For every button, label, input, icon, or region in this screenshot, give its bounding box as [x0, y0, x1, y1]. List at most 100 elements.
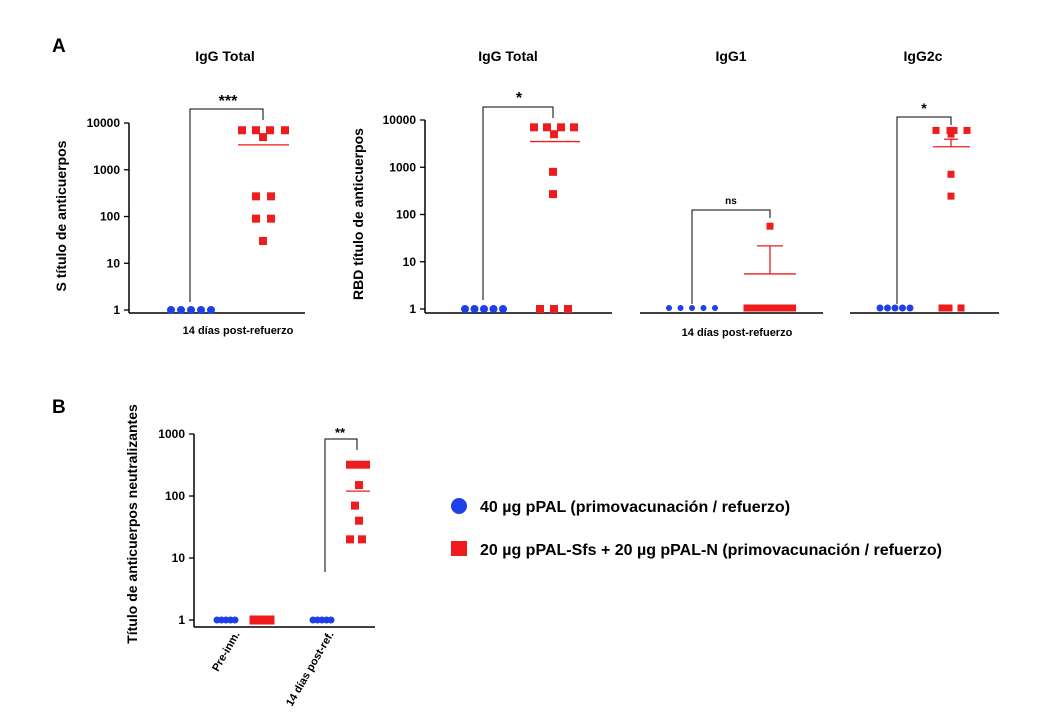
data-point	[187, 306, 195, 314]
data-point	[267, 214, 275, 223]
data-point	[177, 306, 185, 314]
significance-bracket	[896, 116, 952, 304]
panel-a1-title: IgG Total	[195, 48, 255, 64]
data-point	[677, 305, 684, 311]
y-tick-label: 10	[107, 256, 121, 270]
data-point	[351, 501, 359, 510]
data-point	[550, 130, 558, 139]
data-point	[355, 516, 363, 525]
data-point	[461, 305, 469, 313]
data-point	[766, 222, 774, 230]
data-point	[354, 460, 362, 469]
significance-label: *	[921, 100, 927, 116]
data-point	[945, 304, 953, 312]
data-point	[197, 306, 205, 314]
data-point	[700, 305, 707, 311]
data-point	[557, 123, 565, 132]
data-point	[543, 123, 551, 132]
data-point	[362, 460, 370, 469]
y-tick-label: 100	[396, 208, 416, 222]
y-tick-label: 10	[403, 255, 417, 269]
data-point	[252, 192, 260, 201]
panel-a3-a4-xlabel: 14 días post-refuerzo	[682, 327, 793, 339]
data-point	[252, 126, 260, 135]
data-point	[570, 123, 578, 132]
data-point	[776, 304, 783, 312]
data-point	[549, 167, 557, 176]
data-point	[530, 123, 538, 132]
data-point	[899, 304, 906, 312]
panel-a1-ylabel: S título de anticuerpos	[53, 140, 69, 291]
y-tick-label: 1	[113, 303, 120, 317]
data-point	[750, 304, 757, 312]
legend-label: 20 µg pPAL-Sfs + 20 µg pPAL-N (primovacu…	[480, 542, 942, 559]
data-point	[489, 305, 498, 313]
legend-marker-square	[451, 541, 467, 556]
significance-bracket	[324, 438, 358, 572]
data-point	[480, 305, 488, 313]
data-point	[947, 130, 955, 138]
data-point	[712, 305, 718, 311]
panel-a1-xlabel: 14 días post-refuerzo	[183, 325, 294, 337]
data-point	[346, 535, 354, 544]
data-point	[947, 192, 955, 200]
data-point	[252, 214, 260, 223]
data-point	[782, 304, 790, 312]
y-tick-label: 1000	[158, 427, 185, 441]
panel-a4-title: IgG2c	[904, 48, 943, 64]
data-point	[957, 304, 965, 312]
panel-label-b: B	[52, 397, 66, 418]
data-point	[743, 304, 751, 312]
data-point	[231, 616, 239, 624]
data-point	[947, 170, 955, 178]
data-point	[938, 304, 946, 312]
data-point	[906, 304, 914, 312]
y-tick-label: 10000	[87, 116, 121, 130]
significance-label: ***	[219, 93, 238, 110]
data-point	[238, 126, 246, 135]
y-tick-label: 1000	[93, 163, 120, 177]
panel-a3-title: IgG1	[715, 48, 746, 64]
y-tick-label: 10	[172, 551, 186, 565]
data-point	[470, 305, 479, 313]
y-tick-label: 1	[178, 613, 185, 627]
panel-label-a: A	[52, 36, 66, 57]
panel-b-ylabel: Título de anticuerpos neutralizantes	[124, 404, 140, 644]
significance-label: **	[335, 425, 346, 440]
data-point	[259, 133, 267, 142]
legend-label: 40 µg pPAL (primovacunación / refuerzo)	[480, 499, 790, 516]
data-point	[564, 305, 572, 313]
data-point	[891, 304, 899, 312]
plots-layer: 1 10 100 1000 10000 *** 1 10 100 1000 10000 * ns * 1 10…	[87, 90, 999, 628]
data-point	[346, 460, 354, 469]
data-point	[666, 305, 672, 311]
legend-marker-circle	[451, 498, 467, 514]
data-point	[876, 304, 884, 312]
panel-b-category-label: Pre-inm.	[210, 630, 242, 674]
y-tick-label: 10000	[383, 113, 417, 127]
data-point	[499, 305, 507, 313]
data-point	[689, 305, 695, 311]
data-point	[358, 535, 366, 544]
data-point	[267, 192, 275, 201]
data-point	[946, 126, 954, 134]
data-point	[763, 304, 770, 312]
panel-a2-title: IgG Total	[478, 48, 538, 64]
data-point	[265, 615, 275, 625]
significance-label: ns	[725, 196, 737, 207]
significance-bracket	[189, 108, 264, 302]
data-point	[167, 306, 175, 314]
data-point	[281, 126, 289, 135]
y-tick-label: 1	[409, 302, 416, 316]
data-point	[950, 126, 958, 134]
y-tick-label: 100	[100, 210, 120, 224]
data-point	[789, 304, 796, 312]
panel-b-category-label: 14 días post-ref.	[284, 630, 337, 709]
data-point	[549, 190, 557, 199]
data-point	[207, 306, 215, 314]
data-point	[355, 481, 363, 490]
significance-bracket	[691, 209, 771, 304]
data-point	[259, 236, 267, 245]
y-tick-label: 1000	[389, 160, 416, 174]
